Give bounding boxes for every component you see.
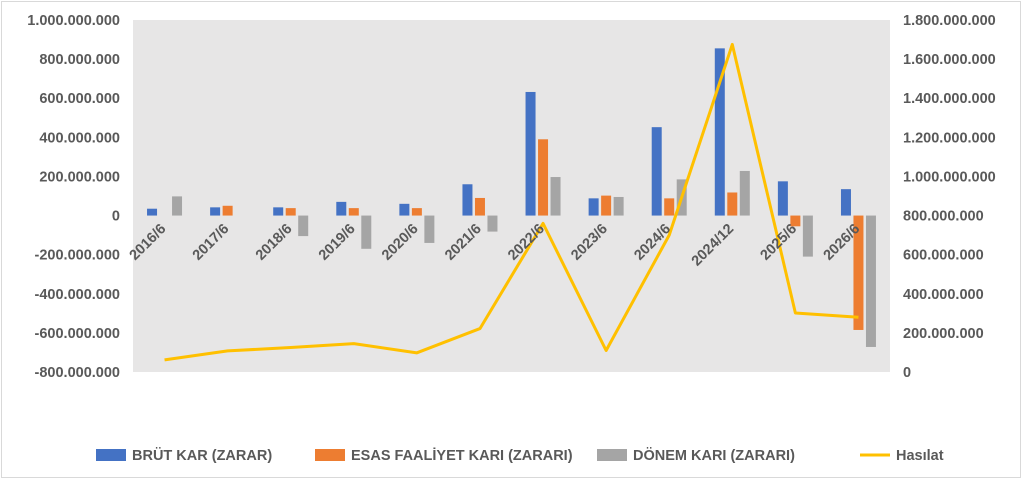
left-tick-label: 200.000.000 bbox=[39, 169, 120, 185]
left-tick-label: 400.000.000 bbox=[39, 130, 120, 146]
left-tick-label: 0 bbox=[112, 209, 120, 225]
bar bbox=[777, 181, 788, 216]
bar bbox=[399, 203, 410, 216]
bar bbox=[613, 196, 624, 216]
legend: BRÜT KAR (ZARAR) ESAS FAALİYET KARI (ZARA… bbox=[96, 447, 944, 464]
left-tick-label: 800.000.000 bbox=[39, 52, 120, 68]
bar bbox=[790, 215, 801, 227]
right-tick-label: 1.800.000.000 bbox=[903, 13, 996, 29]
bar bbox=[298, 215, 309, 237]
left-tick-label: -400.000.000 bbox=[35, 287, 120, 303]
bar bbox=[462, 184, 473, 216]
bar bbox=[336, 201, 347, 216]
bar bbox=[411, 208, 422, 216]
bar bbox=[853, 215, 864, 330]
left-tick-label: -200.000.000 bbox=[35, 248, 120, 264]
bar bbox=[222, 205, 233, 216]
bar bbox=[474, 197, 485, 216]
line-series bbox=[164, 42, 859, 362]
legend-label: ESAS FAALİYET KARI (ZARARI) bbox=[351, 447, 573, 464]
legend-swatch bbox=[597, 449, 627, 461]
right-tick-label: 800.000.000 bbox=[903, 209, 984, 225]
right-tick-label: 1.400.000.000 bbox=[903, 91, 996, 107]
right-tick-label: 1.200.000.000 bbox=[903, 130, 996, 146]
left-tick-label: -600.000.000 bbox=[35, 326, 120, 342]
bar bbox=[550, 177, 561, 216]
right-axis: 0 200.000.000 400.000.000 600.000.000 800.00… bbox=[903, 13, 996, 381]
bar bbox=[840, 189, 851, 216]
bar bbox=[802, 215, 813, 257]
right-tick-label: 600.000.000 bbox=[903, 248, 984, 264]
legend-swatch bbox=[96, 449, 126, 461]
right-tick-label: 1.600.000.000 bbox=[903, 52, 996, 68]
bar bbox=[664, 198, 675, 216]
bar bbox=[210, 207, 221, 216]
bar bbox=[525, 91, 536, 216]
bar-series bbox=[147, 48, 876, 347]
right-tick-label: 1.000.000.000 bbox=[903, 169, 996, 185]
hasilat-line bbox=[164, 42, 859, 362]
legend-label: BRÜT KAR (ZARAR) bbox=[132, 447, 272, 464]
legend-swatch bbox=[315, 449, 345, 461]
left-tick-label: -800.000.000 bbox=[35, 365, 120, 381]
right-tick-label: 400.000.000 bbox=[903, 287, 984, 303]
bar bbox=[487, 215, 498, 232]
bar bbox=[588, 198, 599, 216]
left-axis: -800.000.000 -600.000.000 -400.000.000 -200… bbox=[27, 13, 120, 381]
plot-area bbox=[133, 20, 890, 372]
right-tick-label: 0 bbox=[903, 365, 911, 381]
legend-label: Hasılat bbox=[896, 448, 944, 464]
bar bbox=[348, 208, 359, 216]
left-tick-label: 1.000.000.000 bbox=[27, 13, 120, 29]
bar bbox=[147, 208, 158, 216]
bar bbox=[714, 48, 725, 216]
bar bbox=[361, 215, 372, 249]
bar bbox=[538, 139, 549, 216]
bar bbox=[285, 208, 296, 216]
bar bbox=[273, 207, 284, 216]
bar bbox=[651, 127, 662, 216]
bar bbox=[424, 215, 435, 243]
bar bbox=[739, 170, 750, 216]
left-tick-label: 600.000.000 bbox=[39, 91, 120, 107]
legend-label: DÖNEM KARI (ZARARI) bbox=[633, 447, 795, 464]
right-tick-label: 200.000.000 bbox=[903, 326, 984, 342]
bar bbox=[172, 196, 183, 216]
bar bbox=[865, 215, 876, 347]
bar bbox=[601, 195, 612, 216]
bar bbox=[727, 192, 738, 216]
